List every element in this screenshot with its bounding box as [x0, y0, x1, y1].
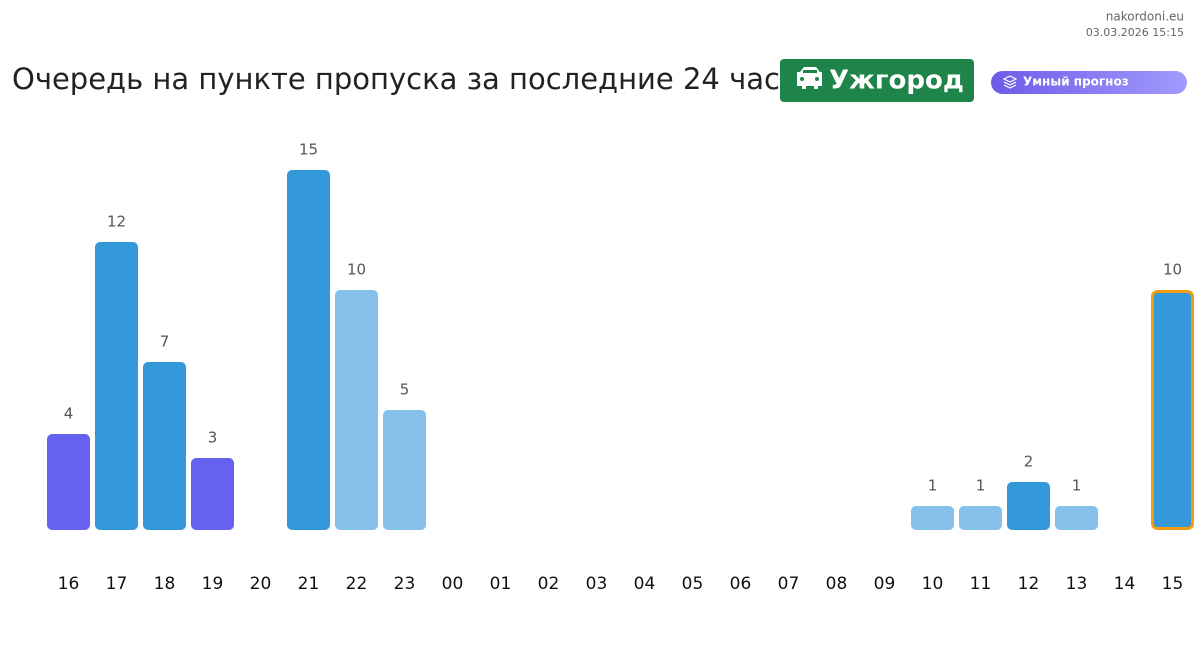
x-tick-label: 17 [106, 574, 128, 594]
bar [911, 506, 954, 530]
bar [47, 434, 90, 530]
x-tick-label: 09 [874, 574, 896, 594]
value-label: 4 [64, 405, 74, 423]
value-label: 3 [208, 429, 218, 447]
bar [335, 290, 378, 530]
x-tick-label: 01 [490, 574, 512, 594]
x-tick-label: 20 [250, 574, 272, 594]
badge-bg [780, 59, 974, 102]
value-label: 7 [160, 333, 170, 351]
x-tick-label: 07 [778, 574, 800, 594]
x-tick-label: 19 [202, 574, 224, 594]
bar [383, 410, 426, 530]
value-label: 15 [299, 141, 318, 159]
x-tick-label: 06 [730, 574, 752, 594]
value-label: 1 [928, 477, 938, 495]
city-badge: Ужгород [780, 59, 974, 102]
chart-title: Очередь на пункте пропуска за последние … [12, 62, 798, 96]
x-tick-label: 00 [442, 574, 464, 594]
value-label: 1 [1072, 477, 1082, 495]
x-tick-label: 02 [538, 574, 560, 594]
car-icon [797, 67, 822, 89]
timestamp: 03.03.2026 15:15 [1086, 26, 1184, 39]
x-tick-label: 03 [586, 574, 608, 594]
x-tick-label: 14 [1114, 574, 1136, 594]
x-tick-label: 16 [58, 574, 80, 594]
button-bg[interactable] [991, 71, 1187, 94]
bar [143, 362, 186, 530]
x-tick-label: 13 [1066, 574, 1088, 594]
bar [95, 242, 138, 530]
value-label: 1 [976, 477, 986, 495]
x-tick-label: 05 [682, 574, 704, 594]
x-tick-label: 08 [826, 574, 848, 594]
x-tick-label: 11 [970, 574, 992, 594]
value-label: 2 [1024, 453, 1034, 471]
bar [191, 458, 234, 530]
x-tick-label: 15 [1162, 574, 1184, 594]
x-tick-label: 18 [154, 574, 176, 594]
bar [1151, 290, 1194, 530]
bar [287, 170, 330, 530]
x-tick-label: 10 [922, 574, 944, 594]
layers-icon [1002, 75, 1018, 89]
x-tick-label: 04 [634, 574, 656, 594]
value-label: 5 [400, 381, 410, 399]
value-label: 12 [107, 213, 126, 231]
x-tick-label: 22 [346, 574, 368, 594]
bar [1055, 506, 1098, 530]
x-tick-label: 21 [298, 574, 320, 594]
x-tick-label: 12 [1018, 574, 1040, 594]
value-label: 10 [1163, 261, 1182, 279]
bar [959, 506, 1002, 530]
site-name: nakordoni.eu [1106, 10, 1184, 24]
bar [1007, 482, 1050, 530]
forecast-button[interactable]: Умный прогноз [991, 71, 1187, 94]
badge-text: Ужгород [829, 66, 964, 96]
button-text[interactable]: Умный прогноз [1023, 75, 1129, 89]
x-tick-label: 23 [394, 574, 416, 594]
value-label: 10 [347, 261, 366, 279]
